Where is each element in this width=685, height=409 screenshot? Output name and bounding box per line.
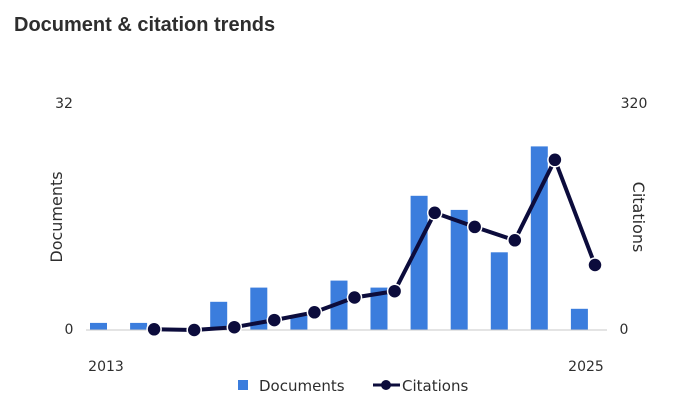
documents-bar-2025 — [570, 308, 588, 330]
citations-point-2021 — [426, 205, 443, 221]
x-tick-first: 2013 — [88, 359, 124, 375]
documents-bar-2017 — [250, 287, 268, 330]
documents-bar-2021 — [410, 195, 428, 330]
citations-point-2024 — [547, 152, 563, 168]
citations-point-2023 — [507, 232, 523, 249]
y-right-tick-min: 0 — [620, 322, 629, 338]
citations-point-2018 — [306, 304, 323, 321]
citations-point-2014 — [146, 321, 162, 338]
bars-group — [90, 146, 588, 331]
citations-point-2015 — [186, 322, 202, 338]
documents-bar-2023 — [490, 252, 508, 330]
documents-bar-2018 — [290, 315, 308, 330]
legend-citations-marker — [381, 380, 391, 390]
documents-bar-2022 — [450, 209, 468, 330]
chart-title: Document & citation trends — [14, 14, 276, 36]
documents-bar-2024 — [530, 146, 548, 330]
y-right-axis-title: Citations — [629, 182, 648, 253]
documents-bar-2014 — [130, 322, 148, 330]
y-left-axis-title: Documents — [47, 171, 66, 262]
y-right-tick-max: 320 — [621, 96, 648, 112]
citations-point-2020 — [386, 283, 403, 299]
documents-bar-2020 — [370, 287, 388, 330]
y-left-tick-min: 0 — [65, 322, 74, 338]
x-tick-last: 2025 — [568, 359, 604, 375]
legend-citations-label: Citations — [402, 377, 468, 395]
citations-point-2022 — [466, 219, 483, 235]
y-left-tick-max: 32 — [55, 96, 73, 112]
citations-point-2019 — [346, 289, 363, 306]
citations-line-group — [146, 152, 603, 338]
citations-point-2017 — [266, 312, 283, 328]
documents-bar-2016 — [210, 301, 228, 331]
documents-bar-2013 — [90, 322, 107, 330]
citations-point-2016 — [226, 319, 243, 335]
legend: Documents Citations — [238, 377, 468, 395]
legend-documents-label: Documents — [259, 377, 345, 395]
legend-documents-swatch — [238, 380, 248, 390]
citations-point-2025 — [587, 257, 603, 273]
